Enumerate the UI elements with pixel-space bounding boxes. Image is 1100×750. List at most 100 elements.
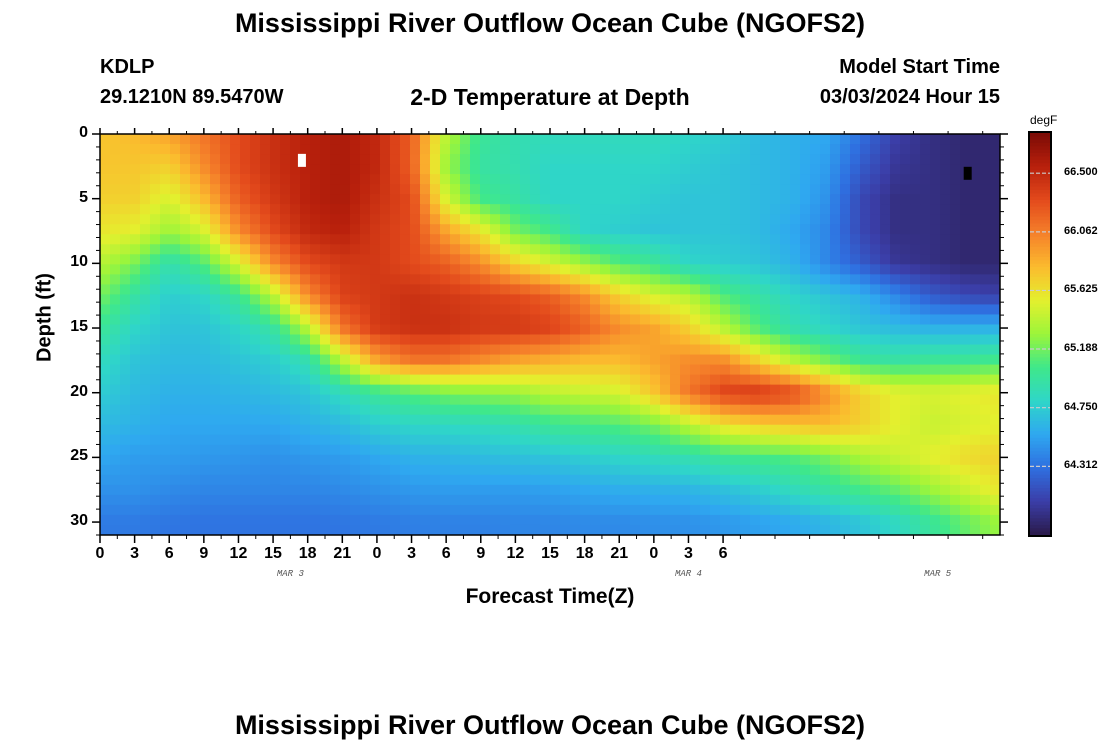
heatmap-cell <box>730 364 741 376</box>
heatmap-cell <box>500 494 511 506</box>
heatmap-cell <box>480 304 491 316</box>
heatmap-cell <box>700 264 711 275</box>
heatmap-cell <box>540 394 551 406</box>
heatmap-cell <box>910 254 921 265</box>
heatmap-cell <box>970 314 981 326</box>
heatmap-cell <box>160 174 171 185</box>
heatmap-cell <box>190 324 201 336</box>
heatmap-cell <box>410 144 421 155</box>
heatmap-cell <box>860 174 871 185</box>
heatmap-cell <box>500 444 511 456</box>
heatmap-cell <box>780 304 791 316</box>
heatmap-cell <box>330 304 341 316</box>
heatmap-cell <box>650 354 661 366</box>
heatmap-cell <box>960 374 971 386</box>
heatmap-cell <box>270 274 281 285</box>
heatmap-cell <box>350 324 361 336</box>
heatmap-cell <box>160 244 171 255</box>
heatmap-cell <box>680 364 691 376</box>
heatmap-cell <box>480 184 491 195</box>
heatmap-cell <box>760 154 771 165</box>
heatmap-cell <box>970 384 981 396</box>
heatmap-cell <box>570 424 581 436</box>
heatmap-cell <box>480 324 491 336</box>
heatmap-cell <box>340 354 351 366</box>
heatmap-cell <box>810 374 821 386</box>
heatmap-cell <box>520 474 531 486</box>
heatmap-cell <box>500 474 511 486</box>
heatmap-cell <box>270 434 281 446</box>
heatmap-cell <box>560 394 571 406</box>
heatmap-cell <box>730 214 741 225</box>
heatmap-cell <box>300 254 311 265</box>
heatmap-cell <box>270 504 281 516</box>
heatmap-cell <box>100 264 111 275</box>
x-axis-label: Forecast Time(Z) <box>465 585 635 608</box>
heatmap-cell <box>620 314 631 326</box>
heatmap-cell <box>740 484 751 496</box>
heatmap-cell <box>550 424 561 436</box>
heatmap-cell <box>310 304 321 316</box>
heatmap-cell <box>830 344 841 356</box>
heatmap-cell <box>120 514 131 526</box>
heatmap-cell <box>650 164 661 175</box>
heatmap-cell <box>850 144 861 155</box>
heatmap-cell <box>440 494 451 506</box>
colorbar-segment <box>1030 340 1050 345</box>
heatmap-cell <box>480 514 491 526</box>
heatmap-cell <box>880 174 891 185</box>
heatmap-cell <box>150 454 161 466</box>
heatmap-cell <box>870 494 881 506</box>
heatmap-cell <box>810 494 821 506</box>
heatmap-cell <box>740 514 751 526</box>
heatmap-cell <box>820 294 831 306</box>
heatmap-cell <box>300 444 311 456</box>
heatmap-cell <box>610 144 621 155</box>
heatmap-cell <box>640 324 651 336</box>
heatmap-cell <box>830 254 841 265</box>
heatmap-cell <box>910 484 921 496</box>
plot-axes <box>92 128 1008 543</box>
heatmap-cell <box>690 364 701 376</box>
heatmap-cell <box>570 384 581 396</box>
heatmap-cell <box>730 194 741 205</box>
heatmap-cell <box>130 404 141 416</box>
heatmap-cell <box>540 404 551 416</box>
heatmap-cell <box>910 404 921 416</box>
heatmap-cell <box>700 254 711 265</box>
heatmap-cell <box>910 454 921 466</box>
heatmap-cell <box>290 364 301 376</box>
heatmap-cell <box>950 514 961 526</box>
heatmap-cell <box>640 404 651 416</box>
heatmap-cell <box>170 354 181 366</box>
heatmap-cell <box>850 184 861 195</box>
heatmap-cell <box>880 334 891 346</box>
heatmap-cell <box>670 404 681 416</box>
heatmap-cell <box>280 384 291 396</box>
heatmap-cell <box>400 324 411 336</box>
heatmap-cell <box>960 224 971 235</box>
heatmap-cell <box>770 264 781 275</box>
heatmap-cell <box>560 494 571 506</box>
heatmap-cell <box>560 474 571 486</box>
heatmap-cell <box>160 274 171 285</box>
heatmap-cell <box>590 264 601 275</box>
heatmap-cell <box>580 284 591 296</box>
heatmap-cell <box>820 194 831 205</box>
heatmap-cell <box>970 414 981 426</box>
colorbar-segment <box>1030 518 1050 523</box>
heatmap-cell <box>170 314 181 326</box>
heatmap-cell <box>380 264 391 275</box>
heatmap-cell <box>560 524 571 535</box>
heatmap-cell <box>980 504 991 516</box>
heatmap-cell <box>850 444 861 456</box>
heatmap-cell <box>130 434 141 446</box>
heatmap-cell <box>910 234 921 245</box>
heatmap-cell <box>600 234 611 245</box>
heatmap-cell <box>520 434 531 446</box>
heatmap-cell <box>380 174 391 185</box>
heatmap-cell <box>540 294 551 306</box>
x-tick-label: 15 <box>264 545 282 562</box>
colorbar-unit: degF <box>1030 113 1058 127</box>
heatmap-cell <box>150 194 161 205</box>
